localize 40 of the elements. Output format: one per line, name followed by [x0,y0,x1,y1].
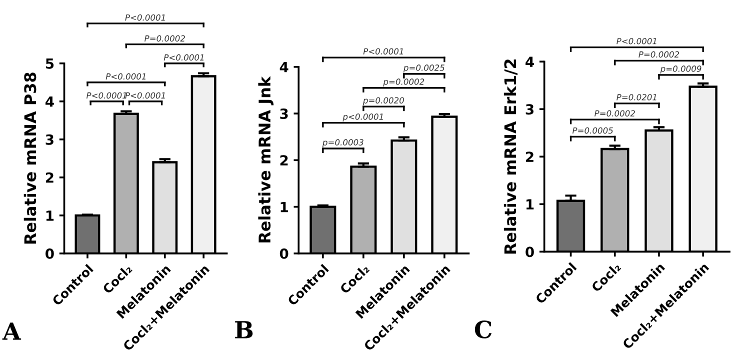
text: P=0.0002 [144,35,185,42]
text: P<0.0001 [363,48,403,55]
annotation: P<0.0001 [106,73,146,80]
y-tick-label: 1 [526,199,534,210]
y-tick-label: 0 [526,246,534,258]
y-tick-label: 4 [526,56,534,67]
y-tick-label: 1 [46,210,54,221]
annotation: p=0.0025 [403,64,444,72]
annotation: p=0.0002 [383,78,424,86]
y-tick-label: 4 [46,96,54,107]
y-tick-label: 2 [526,152,534,162]
y-tick-label: 1 [280,202,288,212]
text: P<0.0001 [125,14,165,21]
text: B [235,321,253,338]
annotation: p<0.0001 [342,114,383,122]
y-tick-label: 2 [46,172,54,183]
y-axis-title: Relative mRNA Jnk [258,76,274,242]
annotation: P=0.0002 [594,110,635,117]
y-tick-label: 3 [526,104,534,115]
text: C [474,320,492,338]
annotation: P=0.0201 [616,94,656,100]
annotation: p=0.0009 [660,66,702,74]
y-axis-title: Relative mRNA Erk1/2 [504,60,518,254]
y-tick-label: 3 [46,134,54,145]
annotation: p=0.0003 [322,139,364,148]
y-tick-label: 4 [280,62,288,72]
text: P<0.0001 [616,38,656,44]
annotation: P<0.0001 [86,92,126,99]
text: P<0.0001 [164,54,204,61]
text: P=0.0002 [638,51,680,58]
y-tick-label: 3 [280,108,288,119]
text: A [2,322,22,340]
annotation: P=0.0005 [572,127,613,134]
annotation: p=0.0020 [362,97,404,106]
y-tick-label: 0 [280,248,288,259]
y-axis-title: Relative mRNA P38 [24,72,36,244]
y-tick-label: 2 [280,155,288,166]
y-tick-label: 5 [46,58,54,69]
annotation: P<0.0001 [125,92,165,99]
y-tick-label: 0 [46,248,54,259]
